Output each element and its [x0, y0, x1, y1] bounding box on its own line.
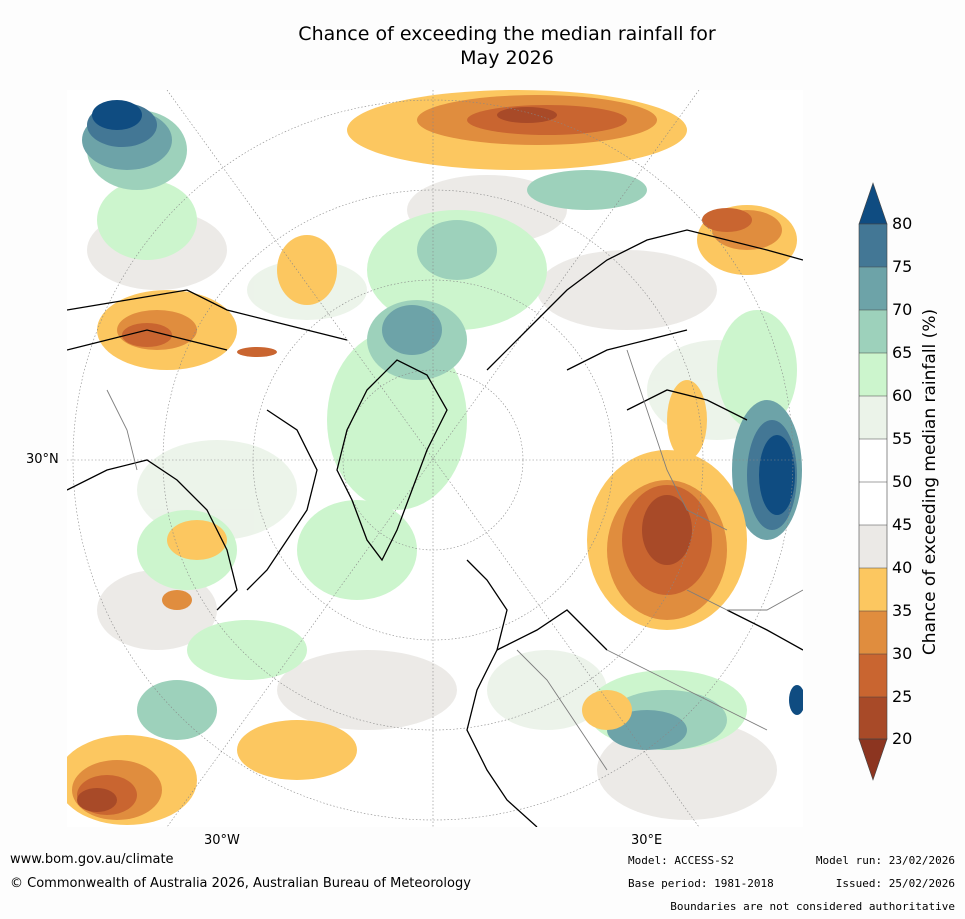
title-line-2: May 2026 [460, 47, 554, 69]
colorbar-tick-55: 55 [892, 429, 913, 448]
colorbar-tick-25: 25 [892, 687, 913, 706]
footer-disclaimer: Boundaries are not considered authoritat… [670, 900, 955, 913]
lon-label-30e: 30°E [631, 833, 663, 848]
footer-base-period: Base period: 1981-2018 [628, 877, 774, 890]
colorbar-tick-70: 70 [892, 300, 913, 319]
colorbar-tick-50: 50 [892, 472, 913, 491]
map-title: Chance of exceeding the median rainfall … [0, 22, 965, 70]
footer-model-run: Model run: 23/02/2026 [815, 854, 955, 867]
footer-copyright: © Commonwealth of Australia 2026, Austra… [10, 876, 471, 891]
colorbar-swatch-65-70 [859, 310, 887, 353]
colorbar-swatch-70-75 [859, 267, 887, 310]
colorbar-swatch-40-45 [859, 525, 887, 568]
colorbar-swatch-20-25 [859, 697, 887, 739]
colorbar-tick-40: 40 [892, 558, 913, 577]
colorbar-swatch-45-50 [859, 482, 887, 525]
colorbar-tick-80: 80 [892, 214, 913, 233]
lat-label-30n: 30°N [26, 452, 59, 467]
colorbar-tick-65: 65 [892, 343, 913, 362]
colorbar-tick-20: 20 [892, 729, 913, 748]
colorbar-swatch-50-55 [859, 439, 887, 482]
colorbar-swatch-35-40 [859, 568, 887, 611]
colorbar-swatch-above80 [858, 182, 888, 225]
colorbar-tick-35: 35 [892, 601, 913, 620]
colorbar-swatch-75-80 [859, 224, 887, 267]
colorbar-swatch-below20 [858, 738, 888, 781]
colorbar-tick-60: 60 [892, 386, 913, 405]
colorbar-swatch-60-65 [859, 353, 887, 396]
map-canvas [67, 90, 803, 827]
footer-issued: Issued: 25/02/2026 [835, 877, 955, 890]
footer-url: www.bom.gov.au/climate [10, 852, 174, 867]
colorbar-title: Chance of exceeding median rainfall (%) [920, 308, 940, 656]
rainfall-probability-map [67, 90, 803, 827]
title-line-1: Chance of exceeding the median rainfall … [298, 23, 716, 45]
colorbar-tick-75: 75 [892, 257, 913, 276]
colorbar-tick-45: 45 [892, 515, 913, 534]
colorbar-swatch-25-30 [859, 654, 887, 697]
footer-model: Model: ACCESS-S2 [628, 854, 734, 867]
colorbar-swatch-55-60 [859, 396, 887, 439]
lon-label-30w: 30°W [204, 833, 240, 848]
colorbar-tick-30: 30 [892, 644, 913, 663]
colorbar-swatch-30-35 [859, 611, 887, 654]
